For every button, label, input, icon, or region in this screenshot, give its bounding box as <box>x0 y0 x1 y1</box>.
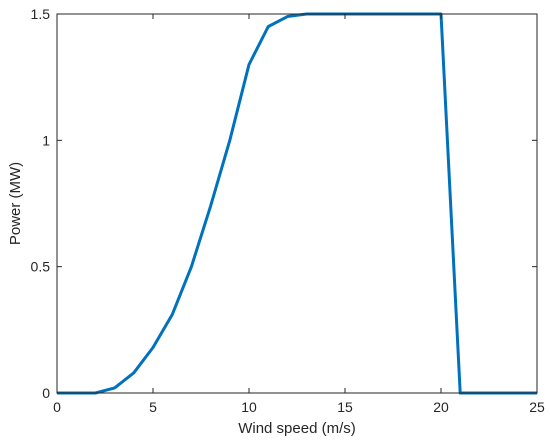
axes-layer: 0 5 10 15 20 25 0 0.5 1 1.5 <box>31 6 545 415</box>
y-tick-label: 1 <box>42 132 50 148</box>
y-axis-label: Power (MW) <box>7 162 24 245</box>
series-line-0 <box>57 12 537 395</box>
x-axis-label: Wind speed (m/s) <box>238 420 356 437</box>
x-tick-label: 10 <box>241 399 257 415</box>
x-tick-label: 0 <box>53 399 61 415</box>
plot-background <box>57 14 537 393</box>
y-tick-label: 0 <box>42 385 50 401</box>
y-tick-label: 1.5 <box>31 6 51 22</box>
series-layer <box>57 12 537 395</box>
x-tick-label: 15 <box>337 399 353 415</box>
plot-area <box>57 14 537 393</box>
x-tick-label: 20 <box>433 399 449 415</box>
y-tick-label: 0.5 <box>31 259 51 275</box>
x-tick-label: 25 <box>529 399 545 415</box>
axes-frame <box>56 13 538 394</box>
x-tick-label: 5 <box>149 399 157 415</box>
